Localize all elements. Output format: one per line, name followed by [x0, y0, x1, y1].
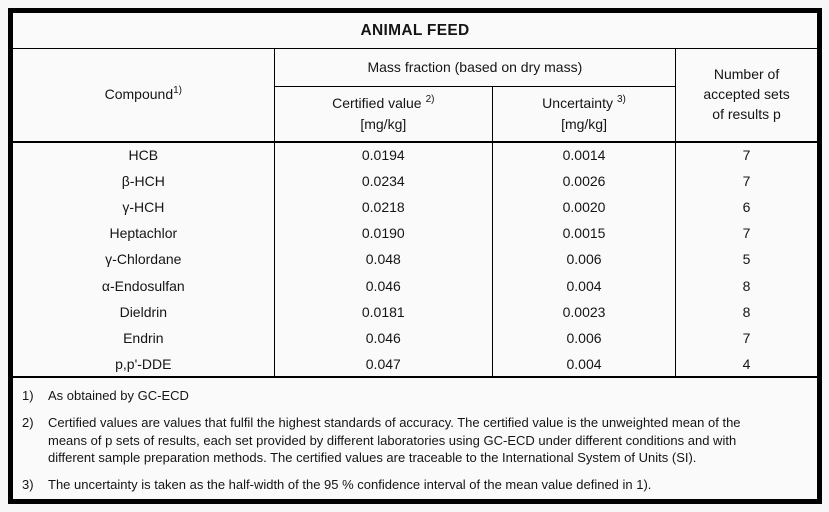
footnote-text: The uncertainty is taken as the half-wid… [48, 476, 652, 492]
compound-header-label: Compound [104, 86, 174, 103]
uncertainty-cell: 0.0026 [492, 167, 677, 194]
header-row-sub: Certified value 2) [mg/kg] Uncertainty 3) … [11, 86, 820, 143]
certified-value-header-label: Certified value 2) [332, 93, 435, 112]
uncertainty-cell: 0.0020 [492, 193, 677, 221]
footnotes-section: 1) As obtained by GC-ECD 2) Certified va… [10, 376, 820, 502]
uncertainty-cell: 0.006 [492, 324, 677, 351]
certified-value-cell: 0.0181 [274, 298, 493, 325]
footnote-ref-3: 3) [616, 93, 626, 105]
header-row-group: Compound1) Mass fraction (based on dry m… [10, 48, 820, 143]
animal-feed-table: ANIMAL FEED Compound1) Mass fraction (ba… [8, 8, 822, 504]
compound-cell: p,p'-DDE [10, 351, 275, 378]
uncertainty-cell: 0.006 [492, 246, 677, 273]
accepted-sets-cell: 6 [742, 198, 751, 215]
accepted-sets-cell: 7 [742, 172, 751, 189]
uncertainty-cell: 0.004 [492, 351, 677, 378]
footnote-ref-1: 1) [173, 84, 183, 96]
accepted-sets-cell: 7 [742, 147, 751, 164]
footnotes-row: 1) As obtained by GC-ECD 2) Certified va… [10, 376, 820, 502]
uncertainty-cell: 0.0015 [492, 220, 677, 247]
compound-header: Compound1) [10, 48, 275, 143]
accepted-sets-cell: 7 [742, 225, 751, 242]
accepted-sets-cell: 5 [742, 251, 751, 268]
certified-value-cell: 0.046 [274, 272, 493, 299]
compound-cell: Dieldrin [10, 298, 275, 325]
certificate-sheet: ANIMAL FEED Compound1) Mass fraction (ba… [8, 8, 822, 504]
footnote: 1) As obtained by GC-ECD [22, 387, 803, 404]
footnote: 3) The uncertainty is taken as the half-… [22, 476, 803, 493]
accepted-sets-header-label: Number of accepted sets of results p [703, 66, 790, 122]
mass-fraction-header: Mass fraction (based on dry mass) [274, 48, 676, 87]
certified-value-cell: 0.047 [274, 351, 493, 378]
uncertainty-cell: 0.004 [492, 272, 677, 299]
compound-cell: γ-Chlordane [10, 246, 275, 273]
page-title: ANIMAL FEED [10, 10, 820, 49]
compound-cell: Heptachlor [10, 220, 275, 247]
accepted-sets-header: Number of accepted sets of results p [675, 48, 820, 143]
table-row: γ-Chlordane 0.048 0.006 5 [10, 246, 820, 273]
table-row: HCB 0.0194 0.0014 7 [10, 141, 820, 168]
table-row: γ-HCH 0.0218 0.0020 6 [10, 193, 820, 221]
certified-value-header: Certified value 2) [mg/kg] [274, 86, 493, 143]
certified-value-unit: [mg/kg] [360, 115, 407, 132]
accepted-sets-cell: 7 [742, 329, 751, 346]
uncertainty-cell: 0.0023 [492, 298, 677, 325]
footnote-text: As obtained by GC-ECD [48, 388, 189, 404]
table-row: p,p'-DDE 0.047 0.004 4 [10, 351, 820, 378]
footnote-marker: 3) [22, 476, 34, 492]
uncertainty-cell: 0.0014 [492, 141, 677, 168]
compound-cell: α-Endosulfan [10, 272, 275, 299]
footnote-ref-2: 2) [425, 93, 435, 105]
certified-value-cell: 0.0234 [274, 167, 493, 194]
uncertainty-header-label: Uncertainty 3) [542, 93, 626, 112]
accepted-sets-cell: 8 [742, 277, 751, 294]
footnote: 2) Certified values are values that fulf… [22, 414, 803, 465]
compound-cell: β-HCH [10, 167, 275, 194]
footnote-text: Certified values are values that fulfil … [48, 415, 741, 465]
table-row: Dieldrin 0.0181 0.0023 8 [10, 298, 820, 325]
table-row: β-HCH 0.0234 0.0026 7 [10, 167, 820, 194]
compound-cell: HCB [10, 141, 275, 168]
footnote-marker: 1) [22, 388, 34, 404]
title-row: ANIMAL FEED [10, 10, 820, 49]
accepted-sets-cell: 4 [742, 355, 751, 372]
accepted-sets-cell: 8 [742, 303, 751, 320]
footnote-marker: 2) [22, 415, 34, 431]
table-row: Heptachlor 0.0190 0.0015 7 [10, 220, 820, 247]
certified-value-cell: 0.0218 [274, 193, 493, 221]
uncertainty-unit: [mg/kg] [561, 115, 607, 132]
certified-value-cell: 0.0194 [274, 141, 493, 168]
table-row: Endrin 0.046 0.006 7 [10, 324, 820, 351]
certified-value-cell: 0.048 [274, 246, 493, 273]
certified-value-cell: 0.0190 [274, 220, 493, 247]
table-row: α-Endosulfan 0.046 0.004 8 [10, 272, 820, 299]
compound-cell: γ-HCH [10, 193, 275, 221]
certified-value-cell: 0.046 [274, 324, 493, 351]
compound-cell: Endrin [10, 324, 275, 351]
uncertainty-header: Uncertainty 3) [mg/kg] [491, 86, 676, 143]
